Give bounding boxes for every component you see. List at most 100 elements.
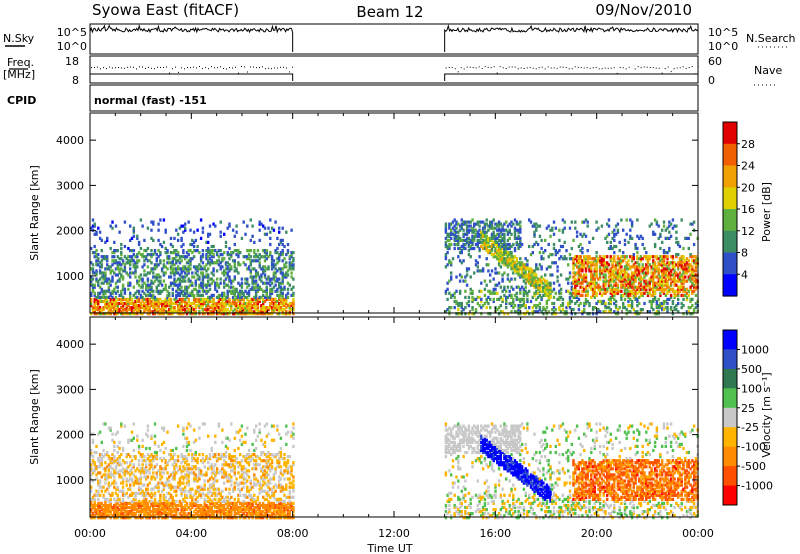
power-cell bbox=[579, 275, 582, 279]
power-cell bbox=[171, 251, 174, 255]
power-cell bbox=[659, 263, 662, 267]
power-cell bbox=[540, 275, 543, 279]
power-cell bbox=[536, 304, 540, 308]
power-cell bbox=[450, 228, 453, 232]
power-cell bbox=[476, 301, 479, 306]
power-cell bbox=[116, 301, 119, 306]
power-cell bbox=[162, 240, 166, 244]
power-cell bbox=[176, 293, 180, 297]
power-cell bbox=[143, 306, 146, 310]
power-cell bbox=[606, 306, 609, 310]
power-cell bbox=[203, 308, 206, 312]
noise-left-tick-top: 10^5 bbox=[57, 26, 87, 39]
velocity-cell bbox=[155, 501, 158, 505]
power-cell bbox=[661, 301, 664, 306]
power-cell bbox=[176, 259, 180, 263]
velocity-cell bbox=[104, 501, 107, 505]
power-cell bbox=[664, 267, 667, 271]
power-cell bbox=[184, 228, 187, 232]
power-cell bbox=[192, 310, 196, 314]
power-cell bbox=[141, 279, 144, 283]
power-cell bbox=[162, 299, 166, 304]
velocity-cell bbox=[130, 479, 134, 483]
power-cell bbox=[646, 283, 650, 287]
power-cell bbox=[613, 310, 616, 314]
power-cell bbox=[184, 257, 187, 261]
velocity-cell bbox=[104, 481, 107, 485]
power-cell bbox=[150, 220, 153, 224]
power-cell bbox=[584, 297, 588, 301]
power-cell bbox=[547, 297, 550, 301]
power-cell bbox=[215, 251, 219, 255]
velocity-cell bbox=[104, 489, 107, 493]
velocity-cell bbox=[116, 495, 119, 499]
power-cell bbox=[283, 244, 286, 249]
power-cell bbox=[120, 293, 123, 297]
power-cell bbox=[517, 269, 520, 273]
velocity-cell bbox=[132, 508, 135, 512]
velocity-cell bbox=[139, 481, 143, 485]
power-cell bbox=[246, 224, 249, 228]
velocity-cell bbox=[107, 514, 111, 518]
velocity-cell bbox=[120, 481, 123, 485]
power-cell bbox=[620, 295, 623, 299]
velocity-cell bbox=[145, 499, 148, 503]
power-cell bbox=[588, 304, 591, 308]
power-cell bbox=[565, 306, 568, 310]
nave-point bbox=[181, 67, 182, 69]
power-cell bbox=[450, 277, 453, 281]
velocity-cell bbox=[121, 481, 125, 485]
power-cell bbox=[97, 299, 100, 304]
power-cell bbox=[487, 263, 490, 267]
velocity-cell bbox=[145, 471, 148, 475]
power-cell bbox=[288, 301, 291, 306]
power-cell bbox=[184, 226, 187, 230]
power-cell bbox=[499, 222, 502, 226]
velocity-cell bbox=[118, 499, 121, 503]
power-cell bbox=[258, 312, 261, 316]
power-cell bbox=[554, 226, 557, 230]
power-cell bbox=[251, 310, 254, 314]
power-cell bbox=[515, 291, 518, 295]
power-cell bbox=[212, 312, 215, 316]
power-cell bbox=[90, 293, 93, 297]
power-cell bbox=[286, 281, 290, 285]
nave-point bbox=[247, 71, 248, 73]
power-cell bbox=[519, 306, 522, 310]
power-cell bbox=[185, 287, 189, 291]
power-cell bbox=[173, 308, 176, 312]
velocity-cell bbox=[134, 469, 137, 473]
power-cell bbox=[102, 295, 105, 299]
power-cell bbox=[478, 289, 481, 293]
power-cell bbox=[120, 257, 123, 261]
velocity-cell bbox=[159, 477, 162, 481]
power-cell bbox=[180, 285, 183, 289]
power-cell bbox=[490, 244, 494, 249]
nave-point bbox=[598, 68, 600, 70]
power-cell bbox=[146, 312, 150, 316]
power-cell bbox=[487, 228, 490, 232]
power-cell bbox=[620, 285, 623, 289]
power-cell bbox=[508, 261, 511, 265]
power-cell bbox=[584, 255, 588, 259]
power-cell bbox=[561, 230, 565, 234]
nave-point bbox=[274, 67, 275, 69]
power-cell bbox=[591, 263, 595, 267]
power-cell bbox=[614, 261, 618, 265]
power-cell bbox=[485, 222, 488, 226]
power-cell bbox=[469, 238, 472, 242]
velocity-cell bbox=[98, 481, 102, 485]
power-cell bbox=[455, 236, 458, 240]
power-cell bbox=[591, 312, 595, 316]
nave-point bbox=[592, 67, 594, 69]
velocity-cell bbox=[102, 422, 105, 426]
power-cell bbox=[575, 295, 579, 299]
power-cell bbox=[207, 267, 210, 271]
power-cell bbox=[574, 257, 577, 261]
power-cell bbox=[279, 287, 283, 291]
power-cell bbox=[203, 299, 206, 304]
power-cell bbox=[462, 279, 465, 283]
power-cell bbox=[180, 301, 183, 306]
power-cell bbox=[171, 267, 174, 271]
power-cell bbox=[162, 287, 166, 291]
